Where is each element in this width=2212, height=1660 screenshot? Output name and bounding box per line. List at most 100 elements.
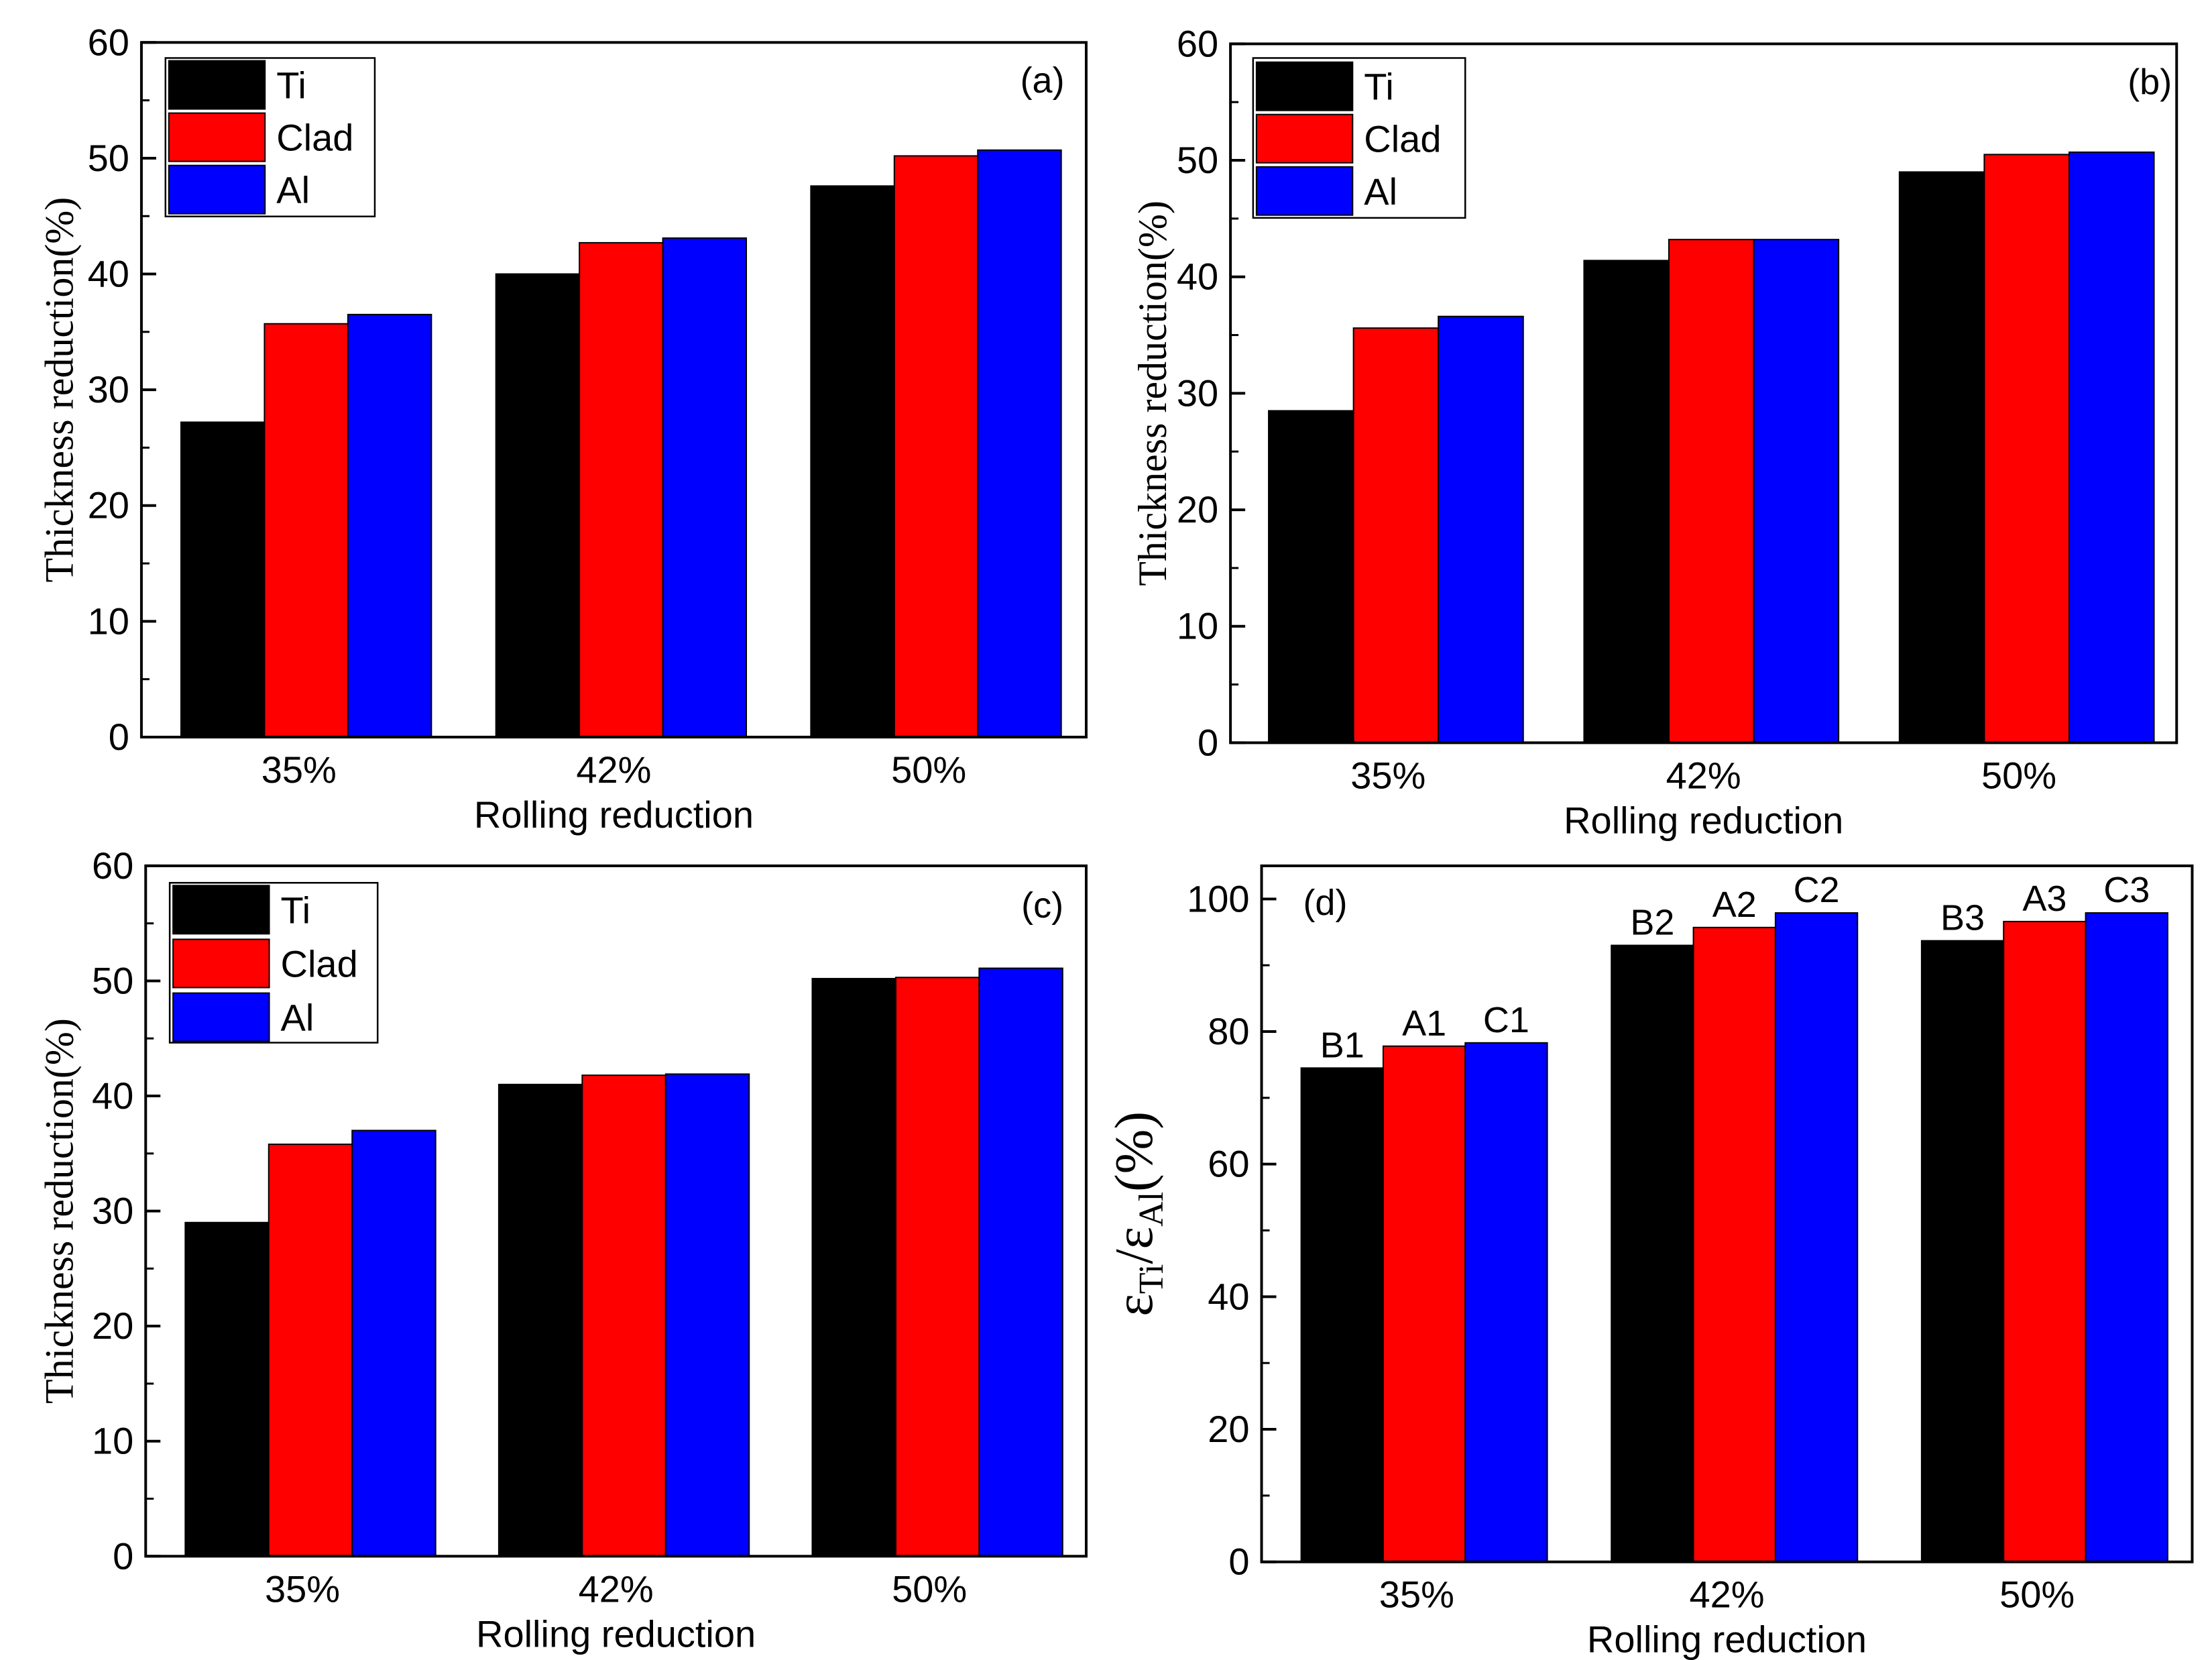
bar-al-50pct xyxy=(2085,912,2168,1563)
y-tick-label: 30 xyxy=(92,1190,133,1232)
y-tick-label: 40 xyxy=(1208,1275,1249,1317)
x-tick-label: 42% xyxy=(576,749,651,791)
bar-al-35pct xyxy=(347,313,432,738)
bar-ti-42pct xyxy=(1583,260,1670,744)
bar-al-42pct xyxy=(664,1073,750,1557)
y-tick-label: 60 xyxy=(1177,22,1218,64)
bar-al-42pct xyxy=(1753,239,1840,744)
legend-label-clad: Clad xyxy=(276,117,353,159)
legend-label-ti: Ti xyxy=(281,889,311,931)
bar-ti-42pct xyxy=(498,1083,583,1557)
chart-panel-c: 0 10 20 30 40 50 60 35% 42% 50% Rolling reduction T… xyxy=(38,844,1088,1655)
legend-label-ti: Ti xyxy=(276,64,306,107)
y-axis-label: εTi/εAl(%) xyxy=(1105,1111,1171,1317)
bar-ti-35pct xyxy=(184,1221,270,1557)
bar-data-label: C2 xyxy=(1794,870,1840,910)
bar-data-label: B2 xyxy=(1630,903,1674,943)
legend-label-clad: Clad xyxy=(1364,118,1441,160)
bar-clad-42pct xyxy=(581,1074,666,1557)
bar-ti-42pct xyxy=(1611,944,1694,1563)
bar-al-42pct xyxy=(662,237,748,738)
x-tick-label: 35% xyxy=(1379,1573,1454,1616)
x-axis-label: Rolling reduction xyxy=(476,1612,756,1655)
bar-al-42pct xyxy=(1774,912,1859,1563)
bar-ti-35pct xyxy=(180,421,266,738)
panel-label: (d) xyxy=(1303,883,1347,923)
panel-label: (b) xyxy=(2128,62,2172,102)
bar-data-label: A3 xyxy=(2022,879,2067,919)
bar-ti-42pct xyxy=(495,273,581,738)
legend-swatch-al xyxy=(172,992,270,1042)
y-tick-label: 60 xyxy=(1208,1143,1249,1185)
bar-data-label: A1 xyxy=(1402,1003,1446,1044)
legend-swatch-al xyxy=(1255,166,1354,216)
y-tick-label: 10 xyxy=(92,1420,133,1462)
legend-label-clad: Clad xyxy=(281,942,358,985)
y-tick-label: 0 xyxy=(1198,721,1218,763)
y-axis-label: Thickness reduction(%) xyxy=(38,197,82,583)
x-axis-label: Rolling reduction xyxy=(1587,1618,1867,1660)
bar-clad-35pct xyxy=(264,323,349,738)
bar-al-35pct xyxy=(1438,315,1524,744)
bar-data-label: B3 xyxy=(1940,898,1985,938)
y-tick-label: 0 xyxy=(109,716,129,758)
x-tick-label: 35% xyxy=(1350,754,1425,796)
x-tick-label: 50% xyxy=(1999,1573,2075,1616)
bar-clad-50pct xyxy=(2003,920,2087,1563)
y-tick-label: 100 xyxy=(1187,877,1249,920)
y-tick-label: 60 xyxy=(88,21,129,63)
x-tick-label: 35% xyxy=(261,749,337,791)
x-axis-label: Rolling reduction xyxy=(474,793,754,836)
legend-swatch-ti xyxy=(172,885,270,935)
bar-clad-50pct xyxy=(1983,154,2070,744)
y-tick-label: 10 xyxy=(88,600,129,642)
bar-data-label: B1 xyxy=(1320,1025,1364,1065)
bar-ti-50pct xyxy=(811,978,896,1557)
legend-swatch-clad xyxy=(172,938,270,989)
bar-clad-35pct xyxy=(268,1144,353,1557)
y-tick-label: 40 xyxy=(1177,256,1218,298)
y-tick-label: 20 xyxy=(1177,488,1218,531)
bar-al-35pct xyxy=(1464,1042,1548,1563)
bar-data-label: C3 xyxy=(2103,870,2150,910)
plot-frame xyxy=(1260,864,2194,1563)
y-tick-label: 60 xyxy=(92,844,133,887)
bar-data-label: A2 xyxy=(1712,885,1757,925)
y-axis-label: Thickness reduction(%) xyxy=(38,1018,82,1404)
panel-label: (a) xyxy=(1021,60,1065,101)
y-tick-label: 0 xyxy=(1228,1541,1249,1583)
legend-label-al: Al xyxy=(276,169,310,211)
bar-clad-35pct xyxy=(1352,327,1440,744)
legend-swatch-clad xyxy=(1255,113,1354,164)
y-tick-label: 50 xyxy=(88,137,129,179)
bar-clad-50pct xyxy=(893,155,979,738)
chart-panel-b: 0 10 20 30 40 50 60 35% 42% 50% Rolling reduction T… xyxy=(1130,22,2178,841)
x-tick-label: 50% xyxy=(891,749,966,791)
x-tick-label: 42% xyxy=(1689,1573,1764,1616)
bar-ti-50pct xyxy=(1920,940,2005,1563)
bar-al-50pct xyxy=(2068,151,2155,744)
y-tick-label: 50 xyxy=(92,959,133,1001)
x-tick-label: 42% xyxy=(579,1567,654,1610)
x-tick-label: 42% xyxy=(1666,754,1741,796)
bar-clad-50pct xyxy=(894,977,980,1557)
y-tick-label: 30 xyxy=(88,368,129,410)
chart-panel-d: B1 B2 B3 A1 A2 A3 C1 C2 C3 0 20 40 60 80 100 35% 42% 50% R… xyxy=(1105,864,2194,1660)
legend-swatch-al xyxy=(168,164,266,215)
bar-al-35pct xyxy=(351,1129,436,1557)
bar-ti-50pct xyxy=(1898,171,1985,744)
legend: Ti Clad Al xyxy=(168,881,379,1044)
y-tick-label: 30 xyxy=(1177,372,1218,414)
legend-label-ti: Ti xyxy=(1364,66,1394,108)
bar-ti-50pct xyxy=(810,185,895,738)
bar-clad-35pct xyxy=(1382,1045,1466,1563)
legend-label-al: Al xyxy=(1364,170,1397,213)
y-tick-label: 40 xyxy=(88,253,129,295)
y-tick-label: 20 xyxy=(88,484,129,527)
x-tick-label: 35% xyxy=(265,1567,340,1610)
legend-swatch-ti xyxy=(168,60,266,110)
y-axis-label: Thickness reduction(%) xyxy=(1130,201,1175,586)
legend: Ti Clad Al xyxy=(1252,57,1466,219)
chart-panel-a: 0 10 20 30 40 50 60 35% 42% 50% Rolling reduction T… xyxy=(38,21,1088,836)
bar-data-label: C1 xyxy=(1483,1000,1529,1040)
